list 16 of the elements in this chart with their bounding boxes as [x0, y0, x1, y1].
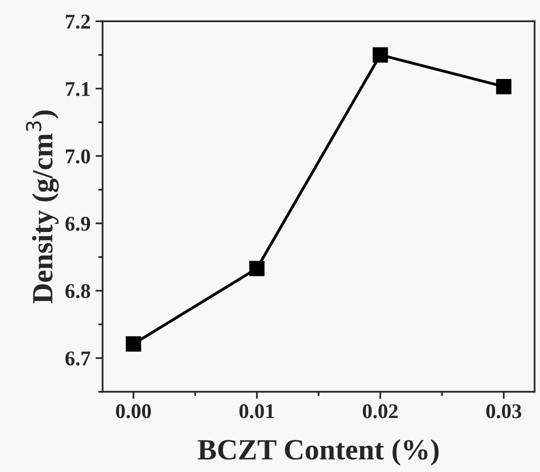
y-tick-label: 7.2: [66, 14, 90, 29]
point: [372, 47, 388, 63]
point: [496, 78, 512, 94]
y-tick-label: 6.8: [65, 284, 90, 298]
x-axis-title: BCZT Content (%): [198, 439, 439, 466]
y-tick-label: 6.7: [65, 352, 90, 366]
y-tick-label: 7.1: [66, 82, 90, 96]
y-tick-label: 6.9: [65, 216, 90, 231]
y-tick-label: 7.0: [66, 149, 90, 164]
x-tick-label: 0.02: [362, 404, 398, 418]
point: [126, 336, 142, 352]
x-tick-label: 0.01: [239, 404, 274, 418]
point: [249, 260, 265, 276]
y-axis-title: Density (g/cm$^{3}$): [26, 110, 59, 304]
x-tick-label: 0.00: [116, 404, 151, 418]
x-tick-label: 0.03: [486, 404, 522, 418]
